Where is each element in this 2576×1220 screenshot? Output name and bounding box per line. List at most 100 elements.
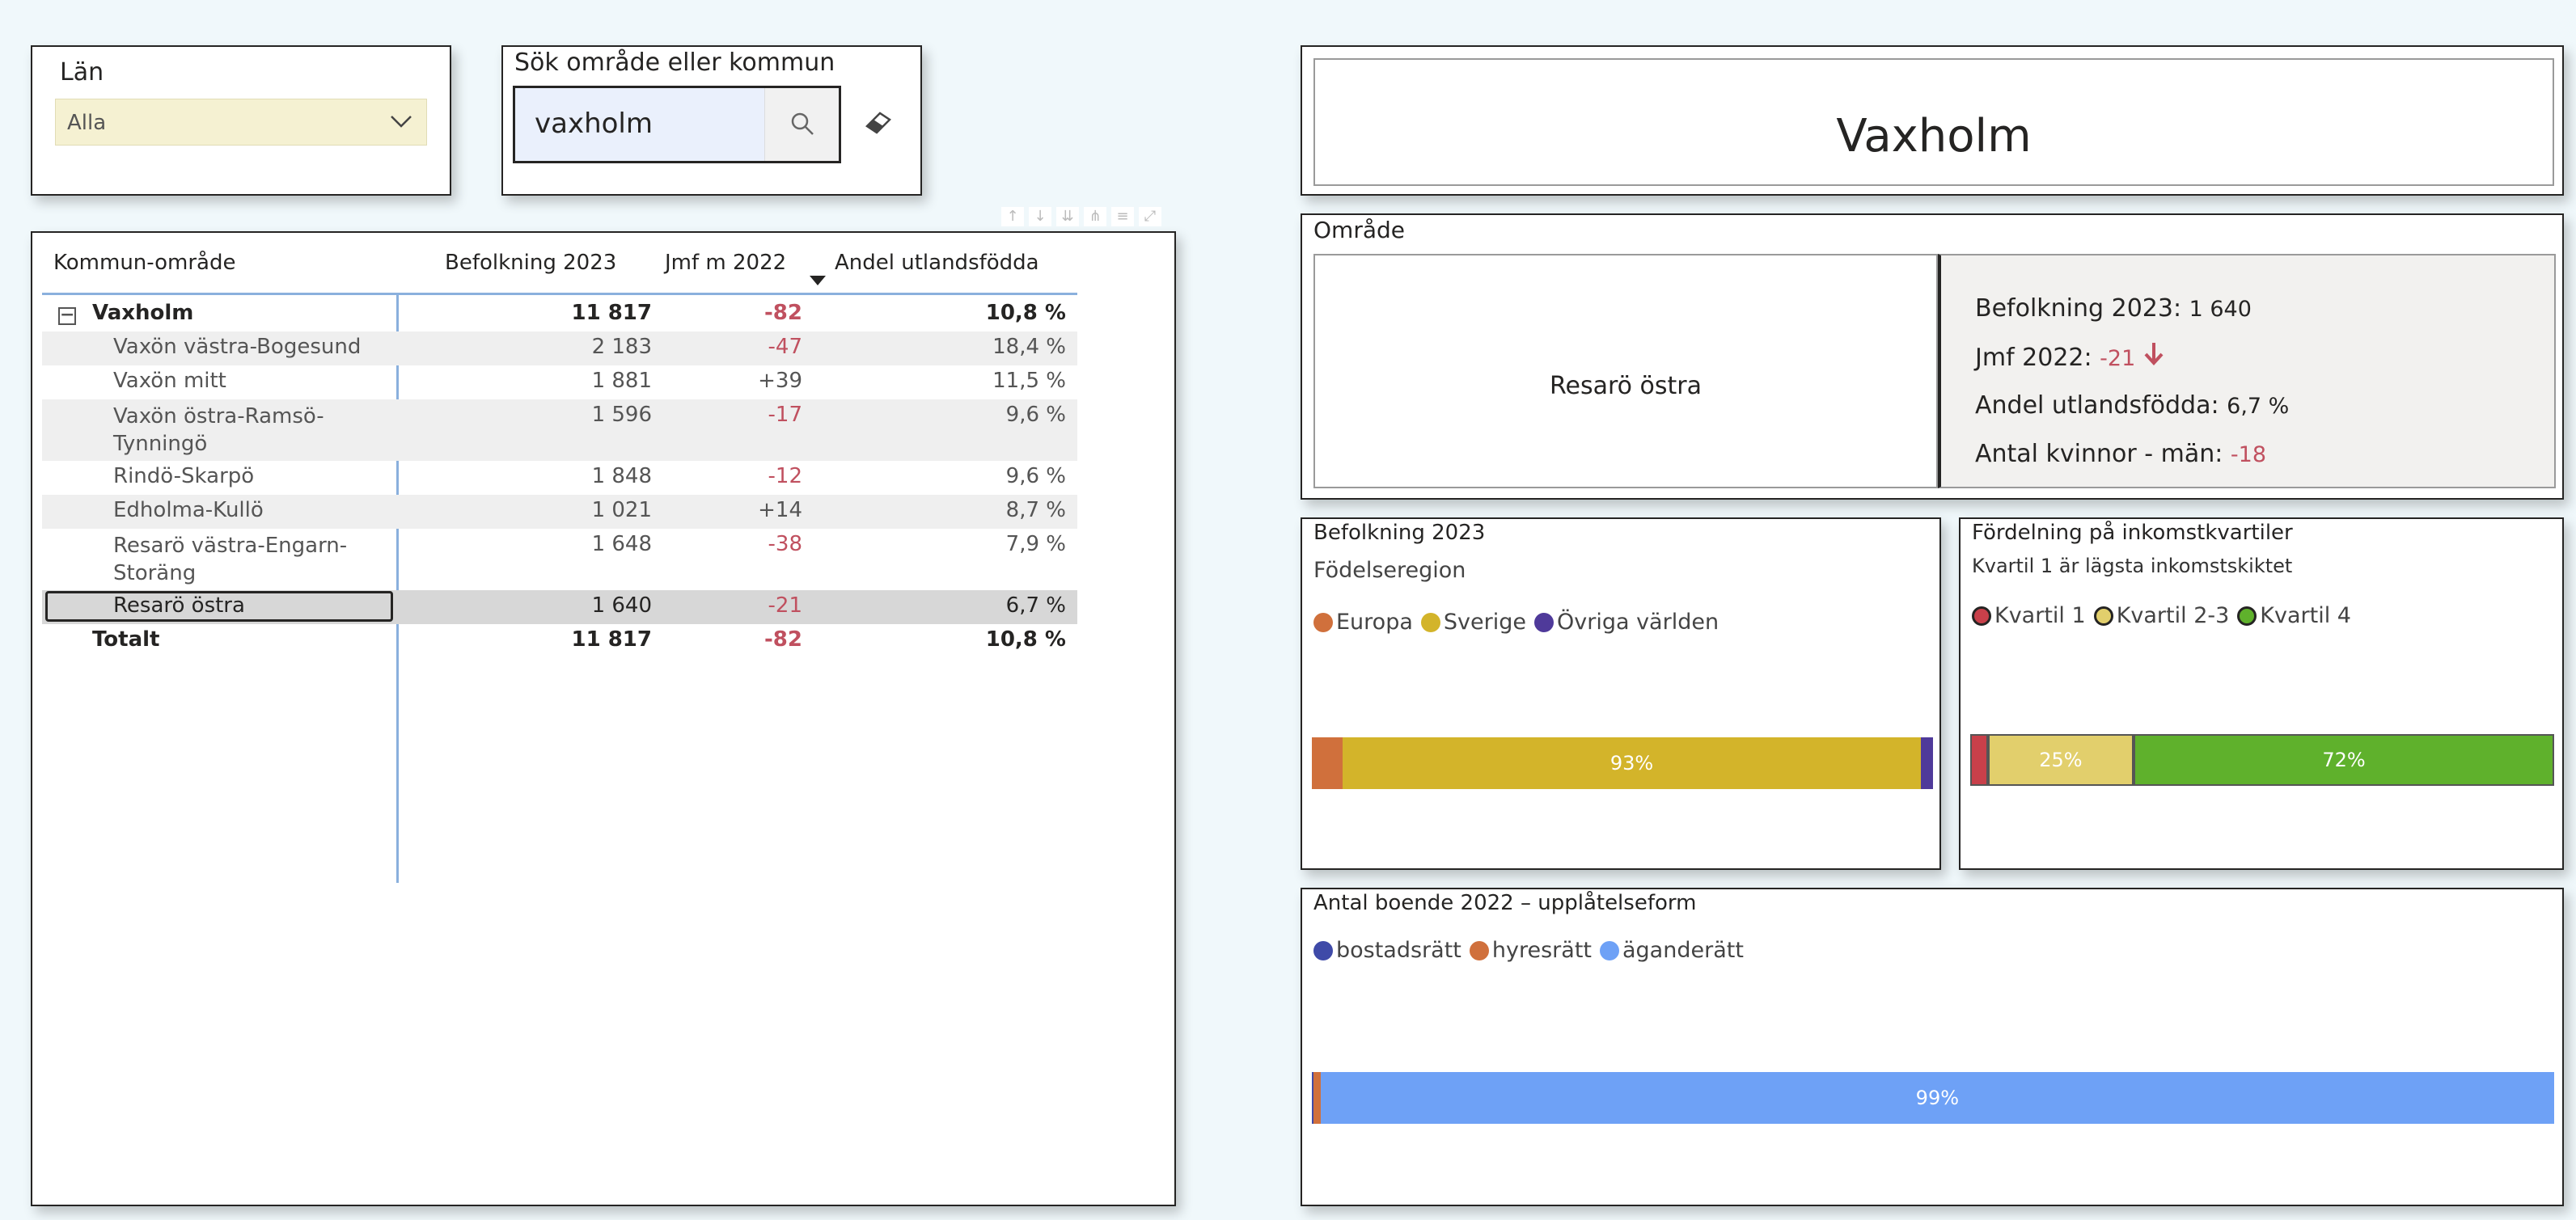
row-diff: -12 bbox=[768, 464, 802, 488]
sort-up-icon[interactable]: ↑ bbox=[1001, 207, 1024, 226]
row-area: Edholma-Kullö bbox=[113, 498, 264, 522]
bar-segment-kvartil-1[interactable] bbox=[1970, 734, 1988, 786]
row-diff: -21 bbox=[768, 593, 802, 618]
legend-dot bbox=[1313, 940, 1333, 960]
legend-label: Europa bbox=[1336, 610, 1413, 635]
table-row[interactable]: − Vaxholm 11 817 -82 10,8 % bbox=[42, 298, 1077, 331]
sort-down-icon[interactable]: ↓ bbox=[1029, 207, 1051, 226]
table-row-selected[interactable]: Resarö östra 1 640 -21 6,7 % bbox=[42, 590, 1077, 624]
stat-gender: Antal kvinnor - män: -18 bbox=[1975, 440, 2266, 468]
legend-item[interactable]: Kvartil 4 bbox=[2237, 603, 2351, 628]
row-share: 7,9 % bbox=[1005, 532, 1066, 556]
collapse-icon[interactable]: − bbox=[58, 305, 76, 325]
area-name-box: Resarö östra bbox=[1313, 254, 1938, 488]
search-box: vaxholm bbox=[513, 86, 841, 163]
legend-dot bbox=[2237, 606, 2257, 626]
legend-item[interactable]: Europa bbox=[1313, 610, 1413, 635]
row-area: Resarö västra-Engarn- Storäng bbox=[113, 532, 347, 587]
total-pop: 11 817 bbox=[571, 627, 652, 652]
search-icon bbox=[791, 112, 814, 135]
title-frame: Vaxholm bbox=[1313, 58, 2554, 186]
legend-item[interactable]: Sverige bbox=[1420, 610, 1526, 635]
lan-dropdown-value: Alla bbox=[67, 111, 107, 135]
legend-item[interactable]: Övriga världen bbox=[1533, 610, 1719, 635]
header-share[interactable]: Andel utlandsfödda bbox=[835, 251, 1039, 275]
header-area[interactable]: Kommun-område bbox=[53, 251, 236, 275]
legend-item[interactable]: Kvartil 1 bbox=[1972, 603, 2086, 628]
row-pop: 1 881 bbox=[591, 369, 652, 393]
lan-dropdown[interactable]: Alla bbox=[55, 99, 427, 146]
table-row[interactable]: Vaxön mitt 1 881 +39 11,5 % bbox=[42, 365, 1077, 399]
legend-item[interactable]: Kvartil 2-3 bbox=[2093, 603, 2229, 628]
birth-region-chart: Befolkning 2023 Födelseregion Europa Sve… bbox=[1301, 517, 1941, 870]
row-pop: 1 648 bbox=[591, 532, 652, 556]
row-pop: 11 817 bbox=[571, 301, 652, 325]
bar-segment-europa[interactable] bbox=[1312, 737, 1343, 789]
stat-share-label: Andel utlandsfödda: bbox=[1975, 391, 2219, 420]
area-name: Resarö östra bbox=[1550, 372, 1702, 400]
row-area: Vaxholm bbox=[92, 301, 194, 325]
income-bar: 25% 72% bbox=[1970, 734, 2554, 786]
legend-item[interactable]: bostadsrätt bbox=[1313, 938, 1461, 963]
bar-segment-kvartil-2-3[interactable]: 25% bbox=[1987, 734, 2134, 786]
row-diff: -82 bbox=[764, 301, 802, 325]
row-share: 10,8 % bbox=[985, 301, 1066, 325]
search-input[interactable]: vaxholm bbox=[535, 108, 653, 140]
table-row[interactable]: Edholma-Kullö 1 021 +14 8,7 % bbox=[42, 495, 1077, 529]
income-chart: Fördelning på inkomstkvartiler Kvartil 1… bbox=[1959, 517, 2564, 870]
eraser-icon[interactable] bbox=[862, 108, 895, 136]
stat-gender-value: -18 bbox=[2230, 442, 2267, 467]
bar-segment-äganderätt[interactable]: 99% bbox=[1320, 1072, 2554, 1124]
header-population[interactable]: Befolkning 2023 bbox=[445, 251, 617, 275]
income-chart-subtitle: Kvartil 1 är lägsta inkomstskiktet bbox=[1972, 555, 2293, 577]
stat-population: Befolkning 2023: 1 640 bbox=[1975, 294, 2252, 323]
row-area-line1: Resarö västra-Engarn- bbox=[113, 534, 348, 558]
row-area: Vaxön västra-Bogesund bbox=[113, 335, 362, 359]
legend-item[interactable]: äganderätt bbox=[1600, 938, 1744, 963]
filter-icon[interactable]: ≡ bbox=[1111, 207, 1134, 226]
lan-slicer: Län Alla bbox=[31, 45, 451, 196]
legend-dot bbox=[1533, 612, 1554, 632]
table-total-row: Totalt 11 817 -82 10,8 % bbox=[42, 624, 1077, 658]
title-card: Vaxholm bbox=[1301, 45, 2564, 196]
search-card: Sök område eller kommun vaxholm bbox=[501, 45, 922, 196]
bar-segment-övriga-världen[interactable] bbox=[1920, 737, 1933, 789]
row-area-line2: Storäng bbox=[113, 561, 197, 585]
row-diff: +14 bbox=[758, 498, 802, 522]
area-card: Område Resarö östra Befolkning 2023: 1 6… bbox=[1301, 213, 2564, 500]
focus-mode-icon[interactable]: ⤢ bbox=[1139, 207, 1161, 226]
search-button[interactable] bbox=[764, 88, 839, 161]
legend-dot bbox=[1420, 612, 1440, 632]
row-diff: -38 bbox=[768, 532, 802, 556]
income-chart-title: Fördelning på inkomstkvartiler bbox=[1972, 521, 2293, 545]
table-row[interactable]: Resarö västra-Engarn- Storäng 1 648 -38 … bbox=[42, 529, 1077, 590]
bar-segment-hyresrätt[interactable] bbox=[1313, 1072, 1321, 1124]
table-row[interactable]: Vaxön västra-Bogesund 2 183 -47 18,4 % bbox=[42, 331, 1077, 365]
total-diff: -82 bbox=[764, 627, 802, 652]
row-pop: 1 640 bbox=[591, 593, 652, 618]
legend-label: äganderätt bbox=[1622, 938, 1744, 963]
selection-outline bbox=[45, 591, 393, 622]
header-diff[interactable]: Jmf m 2022 bbox=[665, 251, 787, 275]
table-row[interactable]: Vaxön östra-Ramsö- Tynningö 1 596 -17 9,… bbox=[42, 399, 1077, 461]
lan-slicer-title: Län bbox=[60, 58, 104, 87]
birth-chart-subtitle: Födelseregion bbox=[1313, 558, 1466, 583]
row-area: Vaxön mitt bbox=[113, 369, 226, 393]
total-share: 10,8 % bbox=[985, 627, 1066, 652]
legend-item[interactable]: hyresrätt bbox=[1469, 938, 1592, 963]
row-area-line2: Tynningö bbox=[113, 432, 208, 456]
bar-segment-kvartil-4[interactable]: 72% bbox=[2134, 734, 2554, 786]
expand-all-icon[interactable]: ⇊ bbox=[1056, 207, 1079, 226]
table-row[interactable]: Rindö-Skarpö 1 848 -12 9,6 % bbox=[42, 461, 1077, 495]
stat-diff: Jmf 2022: -21 bbox=[1975, 341, 2164, 372]
row-area: Resarö östra bbox=[113, 593, 245, 618]
column-divider bbox=[396, 293, 399, 883]
hierarchy-icon[interactable]: ⋔ bbox=[1084, 207, 1106, 226]
area-card-title: Område bbox=[1313, 217, 1405, 243]
row-pop: 1 021 bbox=[591, 498, 652, 522]
search-title: Sök område eller kommun bbox=[514, 49, 835, 77]
bar-segment-bostadsrätt[interactable] bbox=[1312, 1072, 1313, 1124]
bar-segment-sverige[interactable]: 93% bbox=[1343, 737, 1921, 789]
arrow-down-icon bbox=[2144, 343, 2164, 365]
row-area: Vaxön östra-Ramsö- Tynningö bbox=[113, 403, 324, 458]
